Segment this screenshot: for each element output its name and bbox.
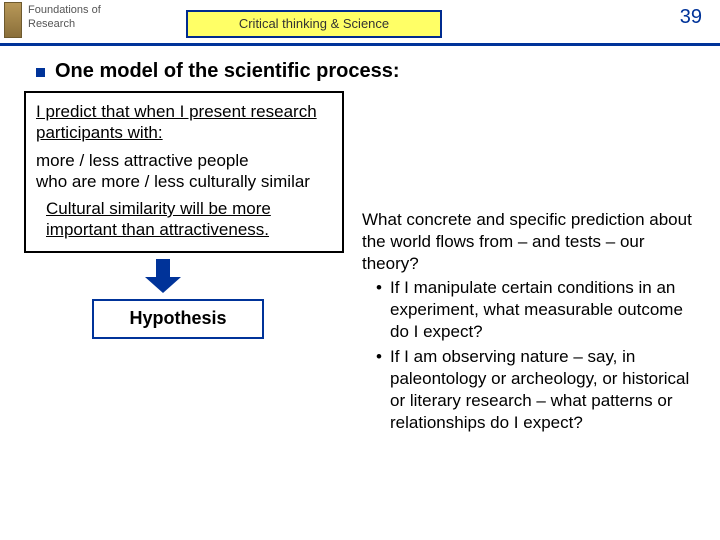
- arrow-down-head-icon: [145, 277, 181, 293]
- prediction-condition-1: more / less attractive people: [36, 150, 332, 171]
- logo-line-2: Research: [28, 18, 101, 32]
- prediction-box: I predict that when I present research p…: [24, 91, 344, 253]
- two-column-layout: I predict that when I present research p…: [36, 91, 702, 434]
- logo-text: Foundations of Research: [28, 2, 101, 32]
- right-bullet-2: If I am observing nature – say, in paleo…: [376, 346, 692, 434]
- heading-row: One model of the scientific process:: [36, 60, 702, 83]
- slide-heading: One model of the scientific process:: [55, 60, 400, 83]
- logo-region: Foundations of Research: [4, 2, 101, 38]
- logo-line-1: Foundations of: [28, 4, 101, 18]
- slide-header: Foundations of Research Critical thinkin…: [0, 0, 720, 46]
- hypothesis-box: Hypothesis: [92, 299, 264, 339]
- right-paragraph: What concrete and specific prediction ab…: [362, 209, 692, 275]
- logo-icon: [4, 2, 22, 38]
- left-column: I predict that when I present research p…: [36, 91, 344, 434]
- right-bullet-list: If I manipulate certain conditions in an…: [362, 277, 692, 434]
- right-column: What concrete and specific prediction ab…: [362, 91, 692, 434]
- title-badge: Critical thinking & Science: [186, 10, 442, 38]
- page-number: 39: [680, 6, 702, 29]
- prediction-conclusion: Cultural similarity will be more importa…: [36, 198, 332, 241]
- right-bullet-1: If I manipulate certain conditions in an…: [376, 277, 692, 343]
- prediction-condition-2: who are more / less culturally similar: [36, 171, 332, 192]
- slide-body: One model of the scientific process: I p…: [0, 46, 720, 434]
- bullet-icon: [36, 68, 45, 77]
- arrow-down-icon: [156, 259, 170, 277]
- prediction-intro: I predict that when I present research p…: [36, 101, 332, 144]
